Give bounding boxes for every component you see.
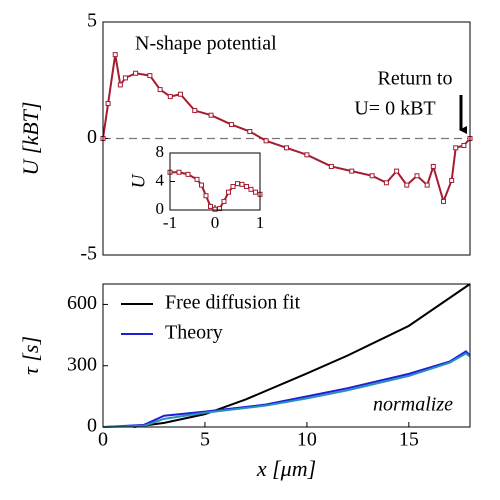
marker: [369, 173, 375, 179]
marker: [430, 163, 436, 169]
axes-frame: [102, 21, 471, 256]
marker: [226, 189, 231, 195]
marker: [230, 183, 236, 189]
marker: [440, 198, 446, 204]
marker: [133, 70, 139, 76]
y-axis-label: τ [s]: [18, 336, 43, 375]
y-axis-label: U [kBT]: [18, 102, 43, 176]
x-tick-label: 0: [211, 213, 220, 232]
marker: [147, 73, 153, 79]
marker: [217, 206, 222, 212]
marker: [208, 112, 214, 118]
x-tick-label: 10: [297, 429, 317, 451]
marker: [424, 182, 430, 188]
marker: [248, 186, 254, 192]
x-axis-label: x [μm]: [256, 456, 316, 481]
marker: [194, 176, 200, 182]
marker: [284, 145, 289, 151]
marker: [244, 183, 249, 189]
marker: [203, 193, 209, 199]
y-axis-label: U: [128, 173, 149, 188]
marker: [157, 87, 163, 93]
series-line: [133, 283, 471, 428]
marker: [394, 168, 400, 174]
axes-frame: [102, 283, 471, 428]
axes-frame: [169, 152, 261, 211]
x-tick-label: -1: [163, 213, 177, 232]
y-tick-label: 0: [87, 126, 97, 148]
annotation: U= 0 kBT: [354, 98, 435, 120]
marker: [263, 138, 269, 144]
y-tick-label: 0: [87, 415, 97, 437]
series-line: [102, 352, 471, 428]
x-tick-label: 15: [399, 429, 419, 451]
marker: [105, 101, 111, 107]
marker: [414, 173, 420, 179]
marker: [122, 75, 128, 81]
marker: [253, 189, 258, 195]
annotation: Return to: [378, 68, 453, 90]
y-tick-label: 5: [87, 10, 97, 32]
series-line: [102, 350, 471, 428]
legend-label: Free diffusion fit: [165, 292, 301, 314]
y-tick-label: 4: [156, 170, 165, 189]
marker: [117, 82, 123, 88]
y-tick-label: 300: [67, 353, 97, 375]
annotation: normalize: [373, 394, 453, 416]
marker: [177, 91, 183, 97]
marker: [349, 168, 355, 174]
marker: [247, 129, 253, 135]
marker: [461, 142, 467, 148]
marker: [239, 181, 245, 187]
marker: [112, 52, 118, 58]
x-tick-label: 0: [98, 429, 108, 451]
marker: [185, 171, 191, 177]
marker: [449, 177, 455, 183]
y-tick-label: -5: [80, 243, 97, 265]
x-tick-label: 1: [256, 213, 265, 232]
x-tick-label: 5: [200, 429, 210, 451]
y-tick-label: 600: [67, 292, 97, 314]
marker: [167, 94, 173, 100]
marker: [208, 203, 213, 209]
marker: [221, 198, 227, 204]
marker: [228, 122, 234, 128]
annotation: N-shape potential: [135, 33, 277, 55]
marker: [235, 181, 240, 187]
marker: [328, 163, 334, 169]
marker: [212, 206, 218, 212]
marker: [176, 169, 182, 175]
legend-label: Theory: [165, 322, 223, 344]
marker: [383, 180, 389, 186]
marker: [192, 108, 198, 114]
y-tick-label: 8: [156, 142, 165, 161]
marker: [453, 145, 459, 151]
marker: [304, 152, 310, 158]
y-tick-label: 0: [156, 199, 165, 218]
marker: [199, 182, 204, 188]
inset-background: [170, 153, 260, 210]
marker: [404, 182, 410, 188]
